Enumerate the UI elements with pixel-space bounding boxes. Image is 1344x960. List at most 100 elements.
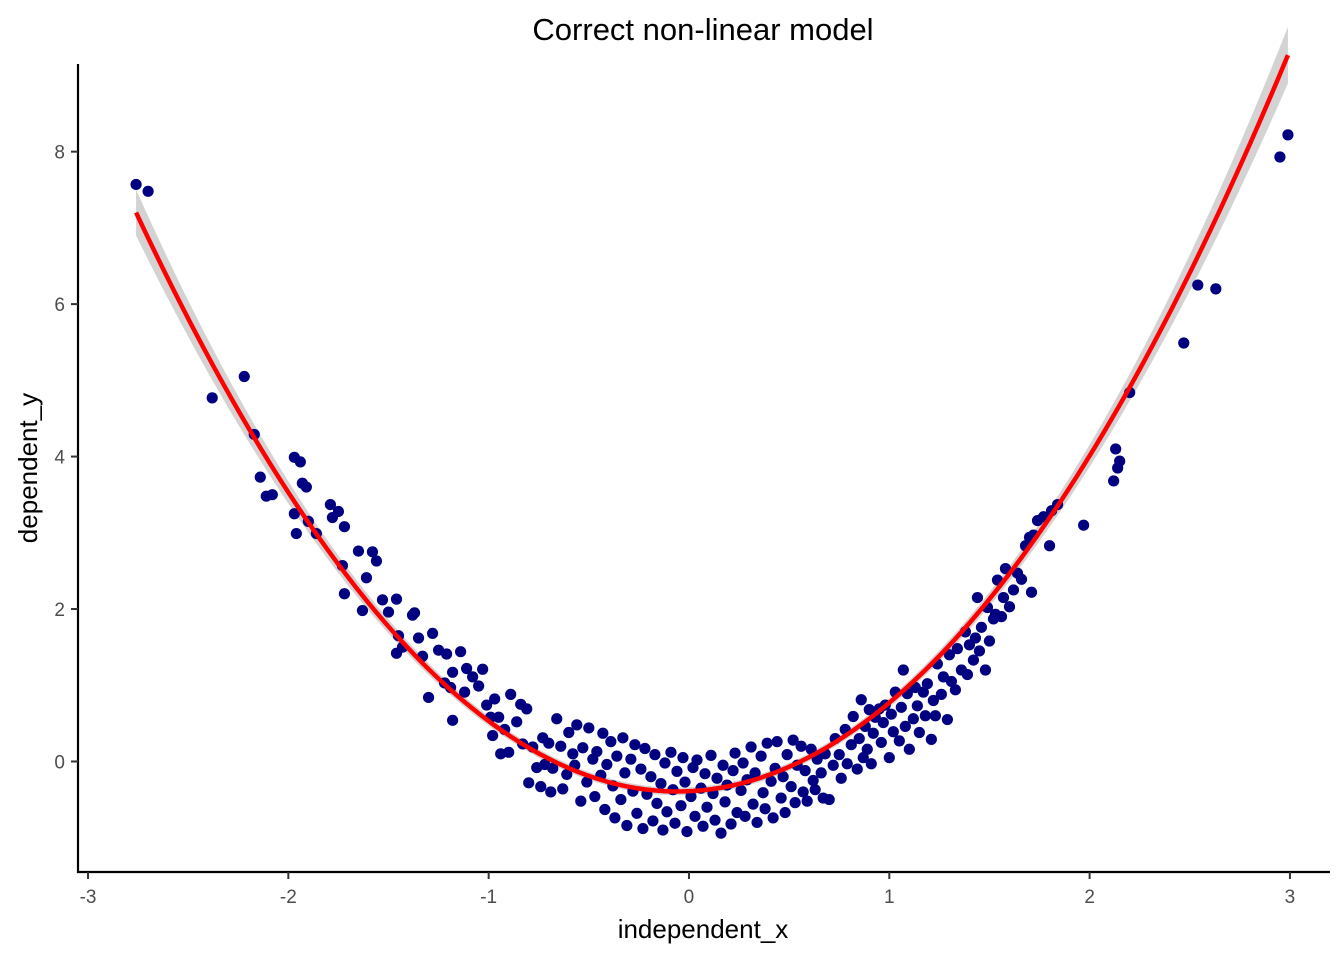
data-point	[489, 693, 501, 705]
chart-title: Correct non-linear model	[532, 12, 873, 47]
data-point	[625, 753, 637, 765]
data-point	[511, 716, 523, 728]
data-point	[727, 765, 739, 777]
data-point	[294, 456, 306, 468]
data-point	[857, 752, 869, 764]
data-point	[755, 750, 767, 762]
data-point	[487, 729, 499, 742]
data-point	[737, 757, 749, 769]
x-axis-title: independent_x	[618, 914, 789, 944]
data-point	[659, 757, 671, 769]
data-point	[1192, 279, 1204, 291]
data-point	[390, 593, 403, 605]
data-point	[440, 648, 453, 660]
data-point	[288, 508, 300, 520]
data-point	[645, 771, 657, 783]
data-point	[675, 800, 687, 812]
y-tick-label: 6	[54, 295, 65, 316]
data-point	[941, 713, 953, 726]
data-point	[815, 767, 827, 779]
data-point	[779, 806, 791, 819]
data-point	[833, 749, 845, 761]
data-point	[366, 546, 379, 558]
data-point	[481, 699, 493, 711]
data-point	[1210, 283, 1222, 295]
data-point	[254, 471, 266, 483]
data-point	[887, 726, 899, 738]
data-point	[467, 671, 479, 683]
data-point	[921, 678, 933, 690]
data-point	[835, 772, 847, 784]
data-point	[477, 663, 489, 675]
data-point	[1003, 601, 1016, 613]
data-point	[1015, 573, 1028, 585]
data-point	[725, 818, 737, 830]
data-point	[1108, 475, 1120, 487]
data-point	[238, 370, 250, 383]
data-point	[677, 752, 689, 764]
data-point	[747, 798, 759, 810]
data-point	[130, 178, 142, 191]
data-point	[1282, 129, 1294, 141]
data-point	[971, 591, 984, 604]
data-point	[629, 739, 641, 751]
data-point	[929, 710, 941, 722]
data-point	[827, 759, 839, 771]
data-point	[521, 703, 533, 715]
data-point	[206, 392, 218, 404]
y-axis-ticks: 0 2 4 6 8	[54, 143, 78, 773]
data-point	[647, 815, 659, 827]
data-point	[999, 563, 1012, 575]
data-point	[505, 688, 517, 700]
data-point	[969, 632, 982, 644]
data-point	[899, 720, 911, 733]
data-point	[635, 763, 647, 775]
data-point	[589, 790, 601, 803]
data-point	[679, 776, 691, 788]
data-point	[621, 819, 633, 832]
data-point	[975, 621, 988, 633]
data-point	[867, 727, 879, 739]
data-point	[845, 739, 857, 751]
data-point	[649, 749, 661, 761]
x-tick-label: -3	[80, 887, 97, 908]
data-point	[717, 759, 729, 771]
data-point	[651, 797, 663, 810]
data-point	[609, 812, 621, 824]
data-point	[907, 713, 919, 725]
data-point	[577, 742, 589, 754]
data-point	[324, 498, 336, 511]
data-point	[447, 714, 459, 726]
data-point	[567, 748, 579, 760]
data-point	[1025, 586, 1038, 598]
data-point	[715, 827, 727, 839]
data-point	[925, 733, 937, 745]
data-point	[1114, 455, 1126, 467]
data-point	[426, 627, 439, 640]
data-point	[637, 822, 649, 835]
data-point	[983, 635, 996, 647]
data-point	[459, 686, 471, 698]
data-point	[631, 807, 643, 819]
data-point	[597, 727, 609, 739]
data-point	[557, 783, 569, 795]
data-point	[300, 481, 312, 493]
data-point	[671, 765, 683, 777]
data-point	[563, 726, 575, 739]
data-point	[1043, 540, 1056, 552]
data-point	[352, 545, 365, 557]
data-point	[605, 736, 617, 748]
data-point	[382, 606, 395, 618]
data-point	[503, 746, 515, 758]
data-point	[759, 803, 771, 815]
data-point	[611, 750, 623, 762]
data-point	[945, 675, 958, 688]
fit-line-layer	[134, 54, 1291, 794]
data-point	[851, 763, 863, 775]
data-point	[615, 793, 627, 806]
data-point	[853, 733, 865, 745]
data-point	[961, 668, 974, 681]
data-point	[1274, 151, 1286, 163]
data-point	[863, 704, 875, 716]
